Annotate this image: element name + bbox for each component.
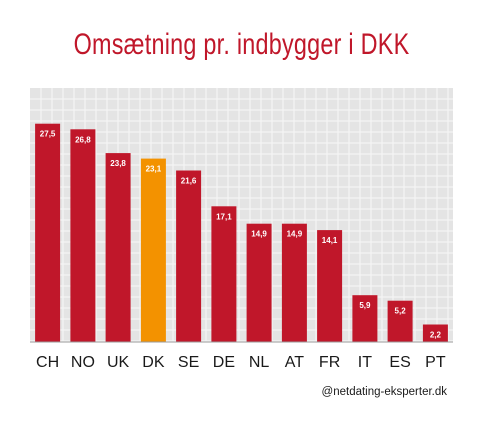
value-label-se: 21,6	[181, 177, 197, 186]
value-label-it: 5,9	[359, 301, 371, 310]
category-labels: CH NO UK DK SE DE NL AT FR IT ES PT	[36, 354, 446, 371]
category-label-at: AT	[285, 354, 304, 371]
bar-nl	[246, 223, 272, 342]
category-label-uk: UK	[107, 354, 130, 371]
value-labels: 27,5 26,8 23,8 23,1 21,6 17,1 14,9 14,9 14,1 5,9 5…	[40, 130, 442, 340]
value-label-dk: 23,1	[146, 165, 162, 174]
bar-ch	[35, 123, 61, 342]
bar-se	[176, 170, 202, 342]
category-label-nl: NL	[249, 354, 270, 371]
value-label-pt: 2,2	[430, 331, 442, 340]
value-label-fr: 14,1	[322, 236, 338, 245]
value-label-uk: 23,8	[110, 159, 126, 168]
category-label-dk: DK	[142, 354, 165, 371]
category-label-fr: FR	[319, 354, 340, 371]
value-label-nl: 14,9	[251, 230, 267, 239]
value-label-es: 5,2	[395, 307, 407, 316]
bar-it	[352, 295, 378, 342]
category-label-pt: PT	[425, 354, 446, 371]
bar-no	[70, 129, 96, 342]
category-label-no: NO	[71, 354, 95, 371]
bar-uk	[105, 153, 131, 342]
bar-es	[387, 300, 413, 342]
value-label-at: 14,9	[287, 230, 303, 239]
category-label-es: ES	[389, 354, 410, 371]
value-label-no: 26,8	[75, 135, 91, 144]
bar-fr	[317, 230, 343, 342]
value-label-de: 17,1	[216, 212, 232, 221]
value-label-ch: 27,5	[40, 130, 56, 139]
chart-title: Omsætning pr. indbygger i DKK	[73, 28, 410, 61]
category-label-de: DE	[213, 354, 235, 371]
source-credit: @netdating-eksperter.dk	[321, 386, 447, 398]
category-label-se: SE	[178, 354, 199, 371]
bar-dk	[140, 158, 166, 342]
bar-at	[281, 223, 307, 342]
bars	[35, 123, 448, 342]
bar-pt	[422, 324, 448, 342]
category-label-it: IT	[358, 354, 372, 371]
bar-de	[211, 206, 237, 342]
category-label-ch: CH	[36, 354, 59, 371]
